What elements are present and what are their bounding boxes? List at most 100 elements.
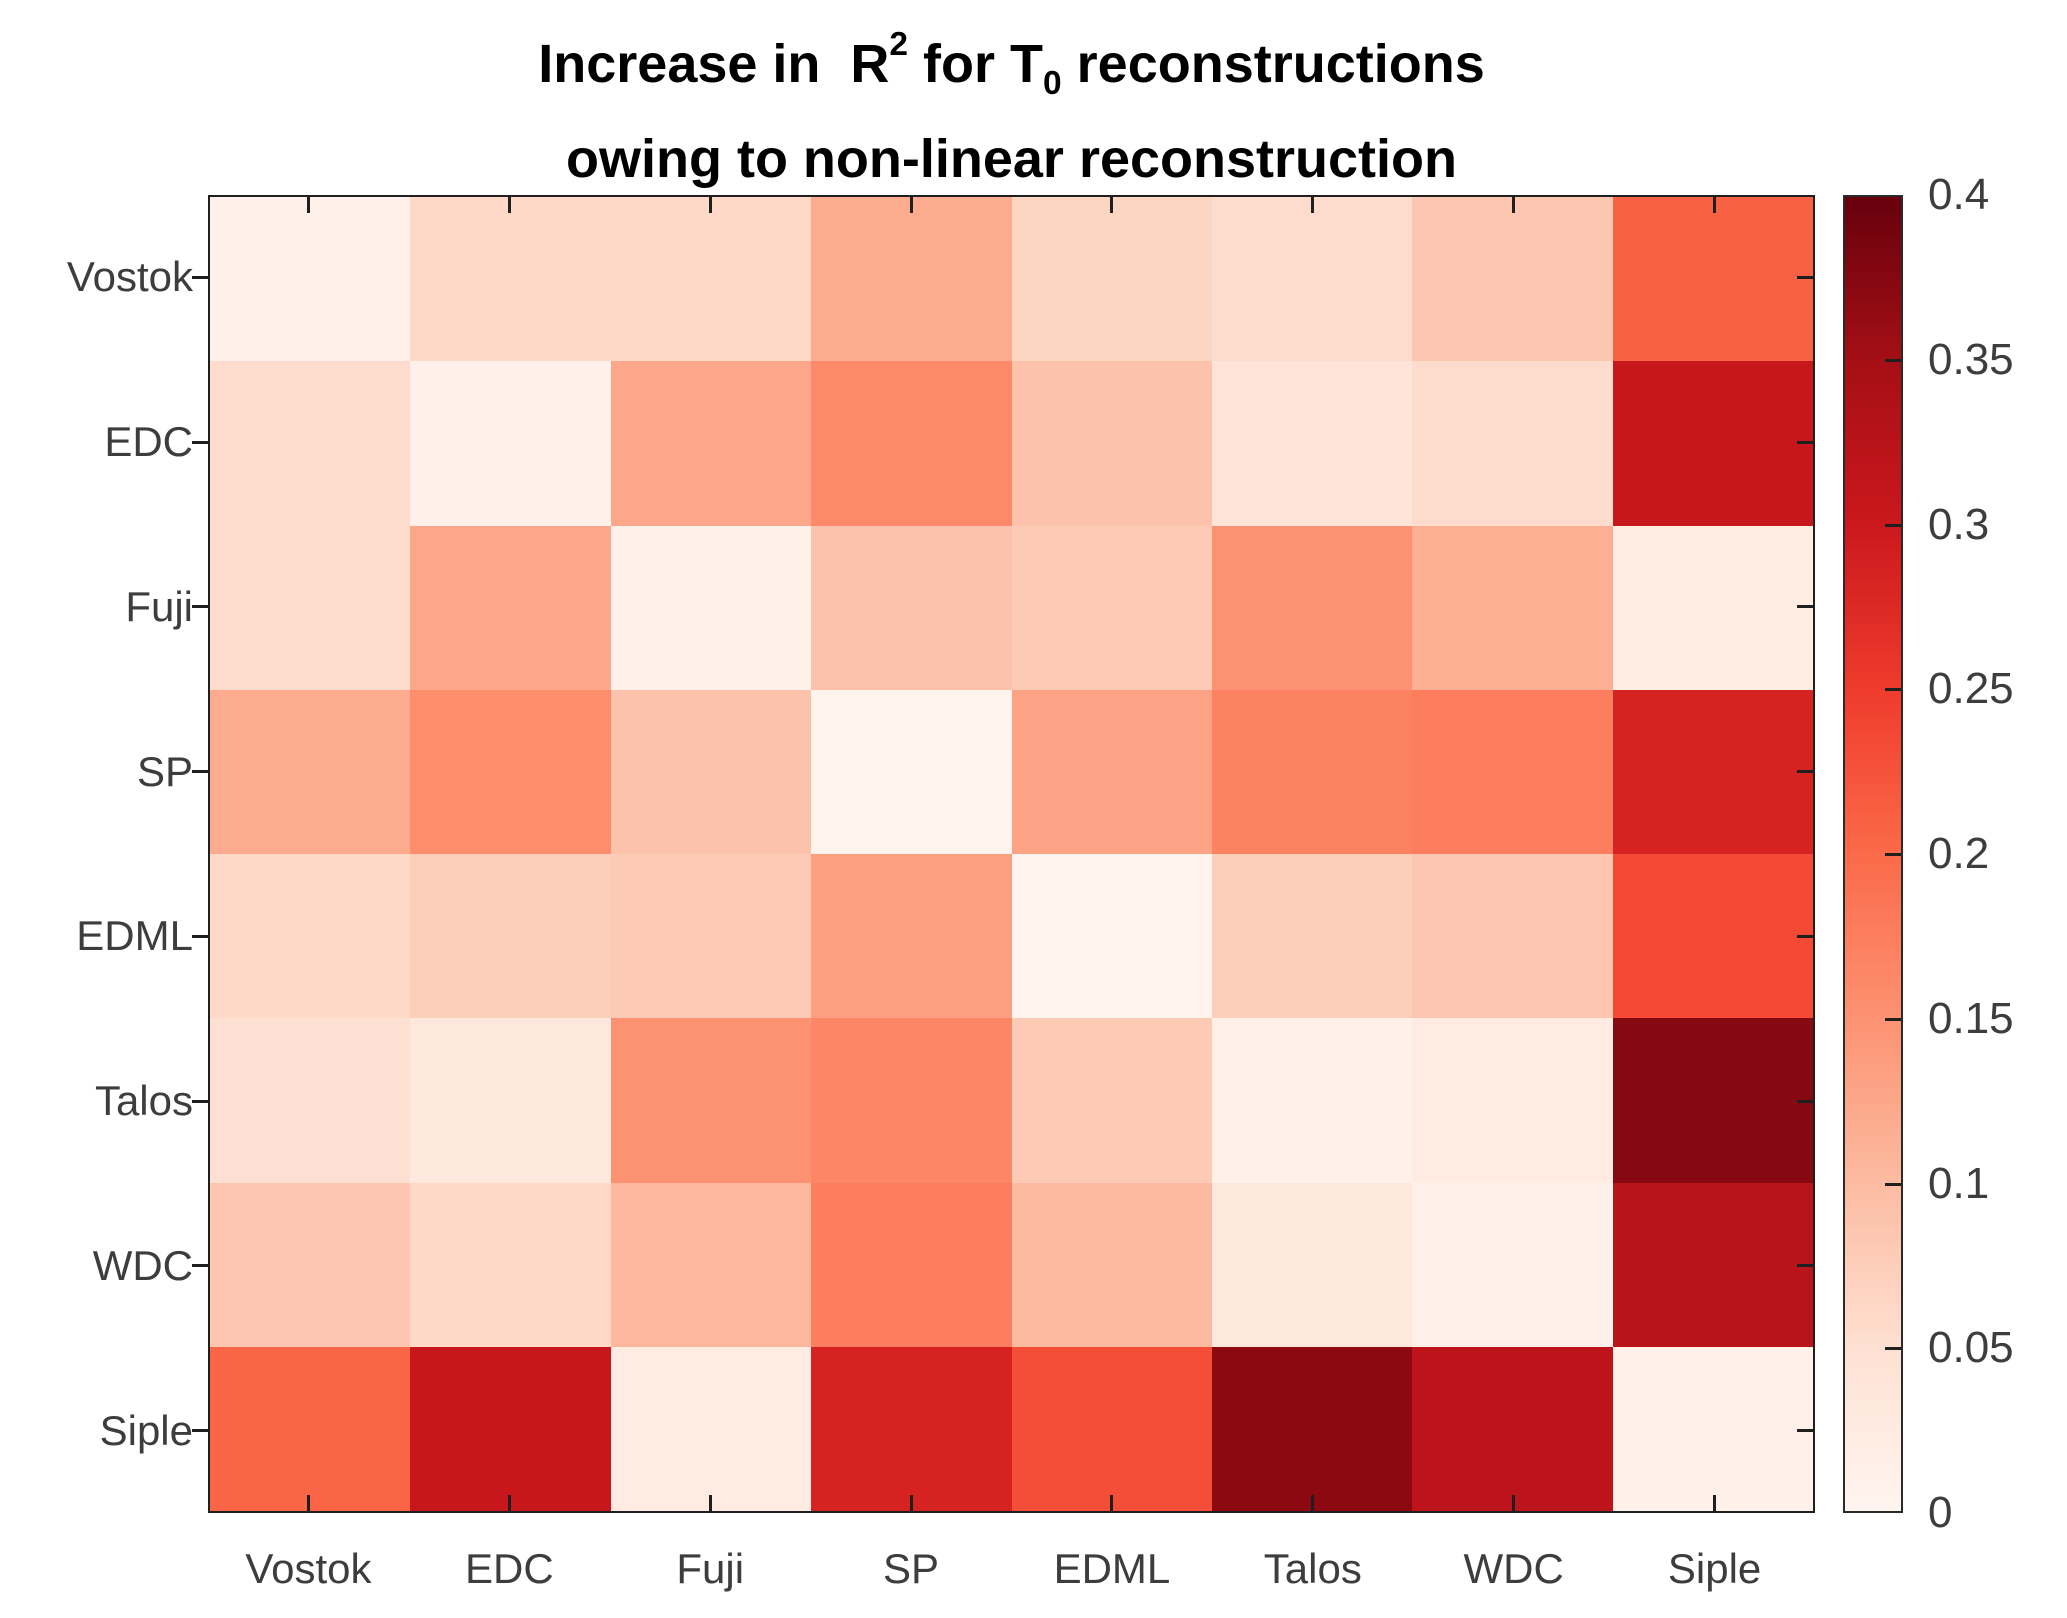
heatmap-cell — [1412, 197, 1613, 362]
axis-tick — [1512, 1495, 1516, 1511]
heatmap-cell — [1612, 1182, 1813, 1347]
colorbar-tick — [1885, 1017, 1901, 1021]
heatmap-cell — [1011, 689, 1212, 854]
axis-tick — [1110, 1495, 1114, 1511]
axis-tick — [1797, 605, 1813, 609]
axis-tick — [507, 1495, 511, 1511]
colorbar-tick-label: 0.4 — [1928, 170, 1990, 219]
heatmap-cell — [811, 689, 1012, 854]
heatmap-cell — [811, 1346, 1012, 1511]
heatmap-cell — [1612, 1346, 1813, 1511]
heatmap-cell — [610, 525, 812, 690]
heatmap-cell — [210, 1182, 411, 1347]
x-tick-label: Fuji — [676, 1545, 745, 1592]
axis-tick — [1797, 1429, 1813, 1433]
heatmap-cell — [410, 525, 611, 690]
heatmap-cell — [210, 525, 411, 690]
heatmap-cell — [1011, 525, 1212, 690]
axis-tick — [192, 275, 208, 279]
axis-tick — [192, 1429, 208, 1433]
colorbar-tick — [1885, 523, 1901, 527]
title-superscript: 2 — [889, 25, 909, 63]
heatmap-cell — [610, 361, 812, 526]
colorbar-tick — [1885, 1182, 1901, 1186]
heatmap-cell — [811, 1182, 1012, 1347]
y-tick-label: Vostok — [66, 253, 193, 301]
x-tick-label: EDC — [464, 1545, 554, 1592]
heatmap-cell — [610, 197, 812, 362]
axis-tick — [192, 605, 208, 609]
axis-tick — [1797, 275, 1813, 279]
heatmap-cell — [210, 197, 411, 362]
heatmap-cell — [610, 689, 812, 854]
axis-tick — [1713, 1495, 1717, 1511]
heatmap-cell — [410, 361, 611, 526]
heatmap-cell — [410, 854, 611, 1019]
heatmap-cell — [1211, 1346, 1413, 1511]
heatmap-cell — [1412, 854, 1613, 1019]
chart-title: Increase in R2 for T0 reconstructions ow… — [208, 8, 1815, 189]
axis-tick — [192, 1264, 208, 1268]
heatmap-cell — [1211, 197, 1413, 362]
heatmap-cell — [1211, 689, 1413, 854]
heatmap-cell — [610, 854, 812, 1019]
heatmap-cell — [410, 1346, 611, 1511]
heatmap-cell — [1412, 1018, 1613, 1183]
axis-tick — [1797, 934, 1813, 938]
colorbar-tick — [1885, 853, 1901, 856]
heatmap-cell — [410, 689, 611, 854]
title-subscript: 0 — [1043, 64, 1062, 102]
heatmap-cell — [210, 689, 411, 854]
heatmap-cell — [1612, 1018, 1813, 1183]
heatmap-cell — [210, 361, 411, 526]
heatmap-cell — [1011, 854, 1212, 1019]
axis-tick — [1797, 770, 1813, 774]
axis-tick — [1512, 197, 1516, 213]
y-tick-label: Talos — [94, 1077, 193, 1125]
heatmap-cell — [811, 525, 1012, 690]
y-tick-label: WDC — [92, 1241, 193, 1289]
axis-tick — [1110, 197, 1114, 213]
heatmap-cell — [1211, 854, 1413, 1019]
heatmap-cell — [210, 854, 411, 1019]
x-tick-label: Vostok — [245, 1545, 372, 1592]
heatmap-cell — [1612, 854, 1813, 1019]
axis-tick — [192, 934, 208, 938]
heatmap-cell — [1412, 525, 1613, 690]
axis-tick — [1311, 197, 1315, 213]
colorbar-tick-label: 0.15 — [1928, 993, 2014, 1043]
colorbar-tick-label: 0.1 — [1928, 1158, 1990, 1208]
axis-tick — [192, 770, 208, 774]
heatmap-cell — [610, 1018, 812, 1183]
heatmap-cell — [1011, 361, 1212, 526]
heatmap-cell — [610, 1346, 812, 1511]
heatmap-cell — [1011, 197, 1212, 362]
heatmap-cell — [410, 1018, 611, 1183]
heatmap-cell — [1412, 689, 1613, 854]
axis-tick — [909, 1495, 913, 1511]
axis-tick — [909, 197, 913, 213]
heatmap-cell — [1612, 361, 1813, 526]
axis-tick — [1713, 197, 1717, 213]
title-text: Increase in R — [538, 34, 890, 94]
colorbar-tick — [1885, 688, 1901, 692]
axis-tick — [192, 1099, 208, 1103]
heatmap-cell — [210, 1346, 411, 1511]
axis-tick — [1311, 1495, 1315, 1511]
x-tick-label: Siple — [1667, 1545, 1762, 1592]
heatmap-cell — [1612, 197, 1813, 362]
x-tick-label: WDC — [1463, 1545, 1564, 1592]
heatmap-cell — [1211, 1018, 1413, 1183]
colorbar-tick — [1885, 1347, 1901, 1351]
x-tick-label: EDML — [1053, 1545, 1171, 1592]
heatmap-cell — [811, 197, 1012, 362]
heatmap-cell — [1011, 1346, 1212, 1511]
y-tick-label: EDC — [104, 418, 193, 466]
heatmap-plot — [208, 195, 1815, 1513]
heatmap-cell — [1211, 525, 1413, 690]
heatmap-cell — [1612, 525, 1813, 690]
heatmap-cell — [210, 1018, 411, 1183]
axis-tick — [192, 440, 208, 444]
colorbar-tick-label: 0.35 — [1928, 334, 2014, 384]
